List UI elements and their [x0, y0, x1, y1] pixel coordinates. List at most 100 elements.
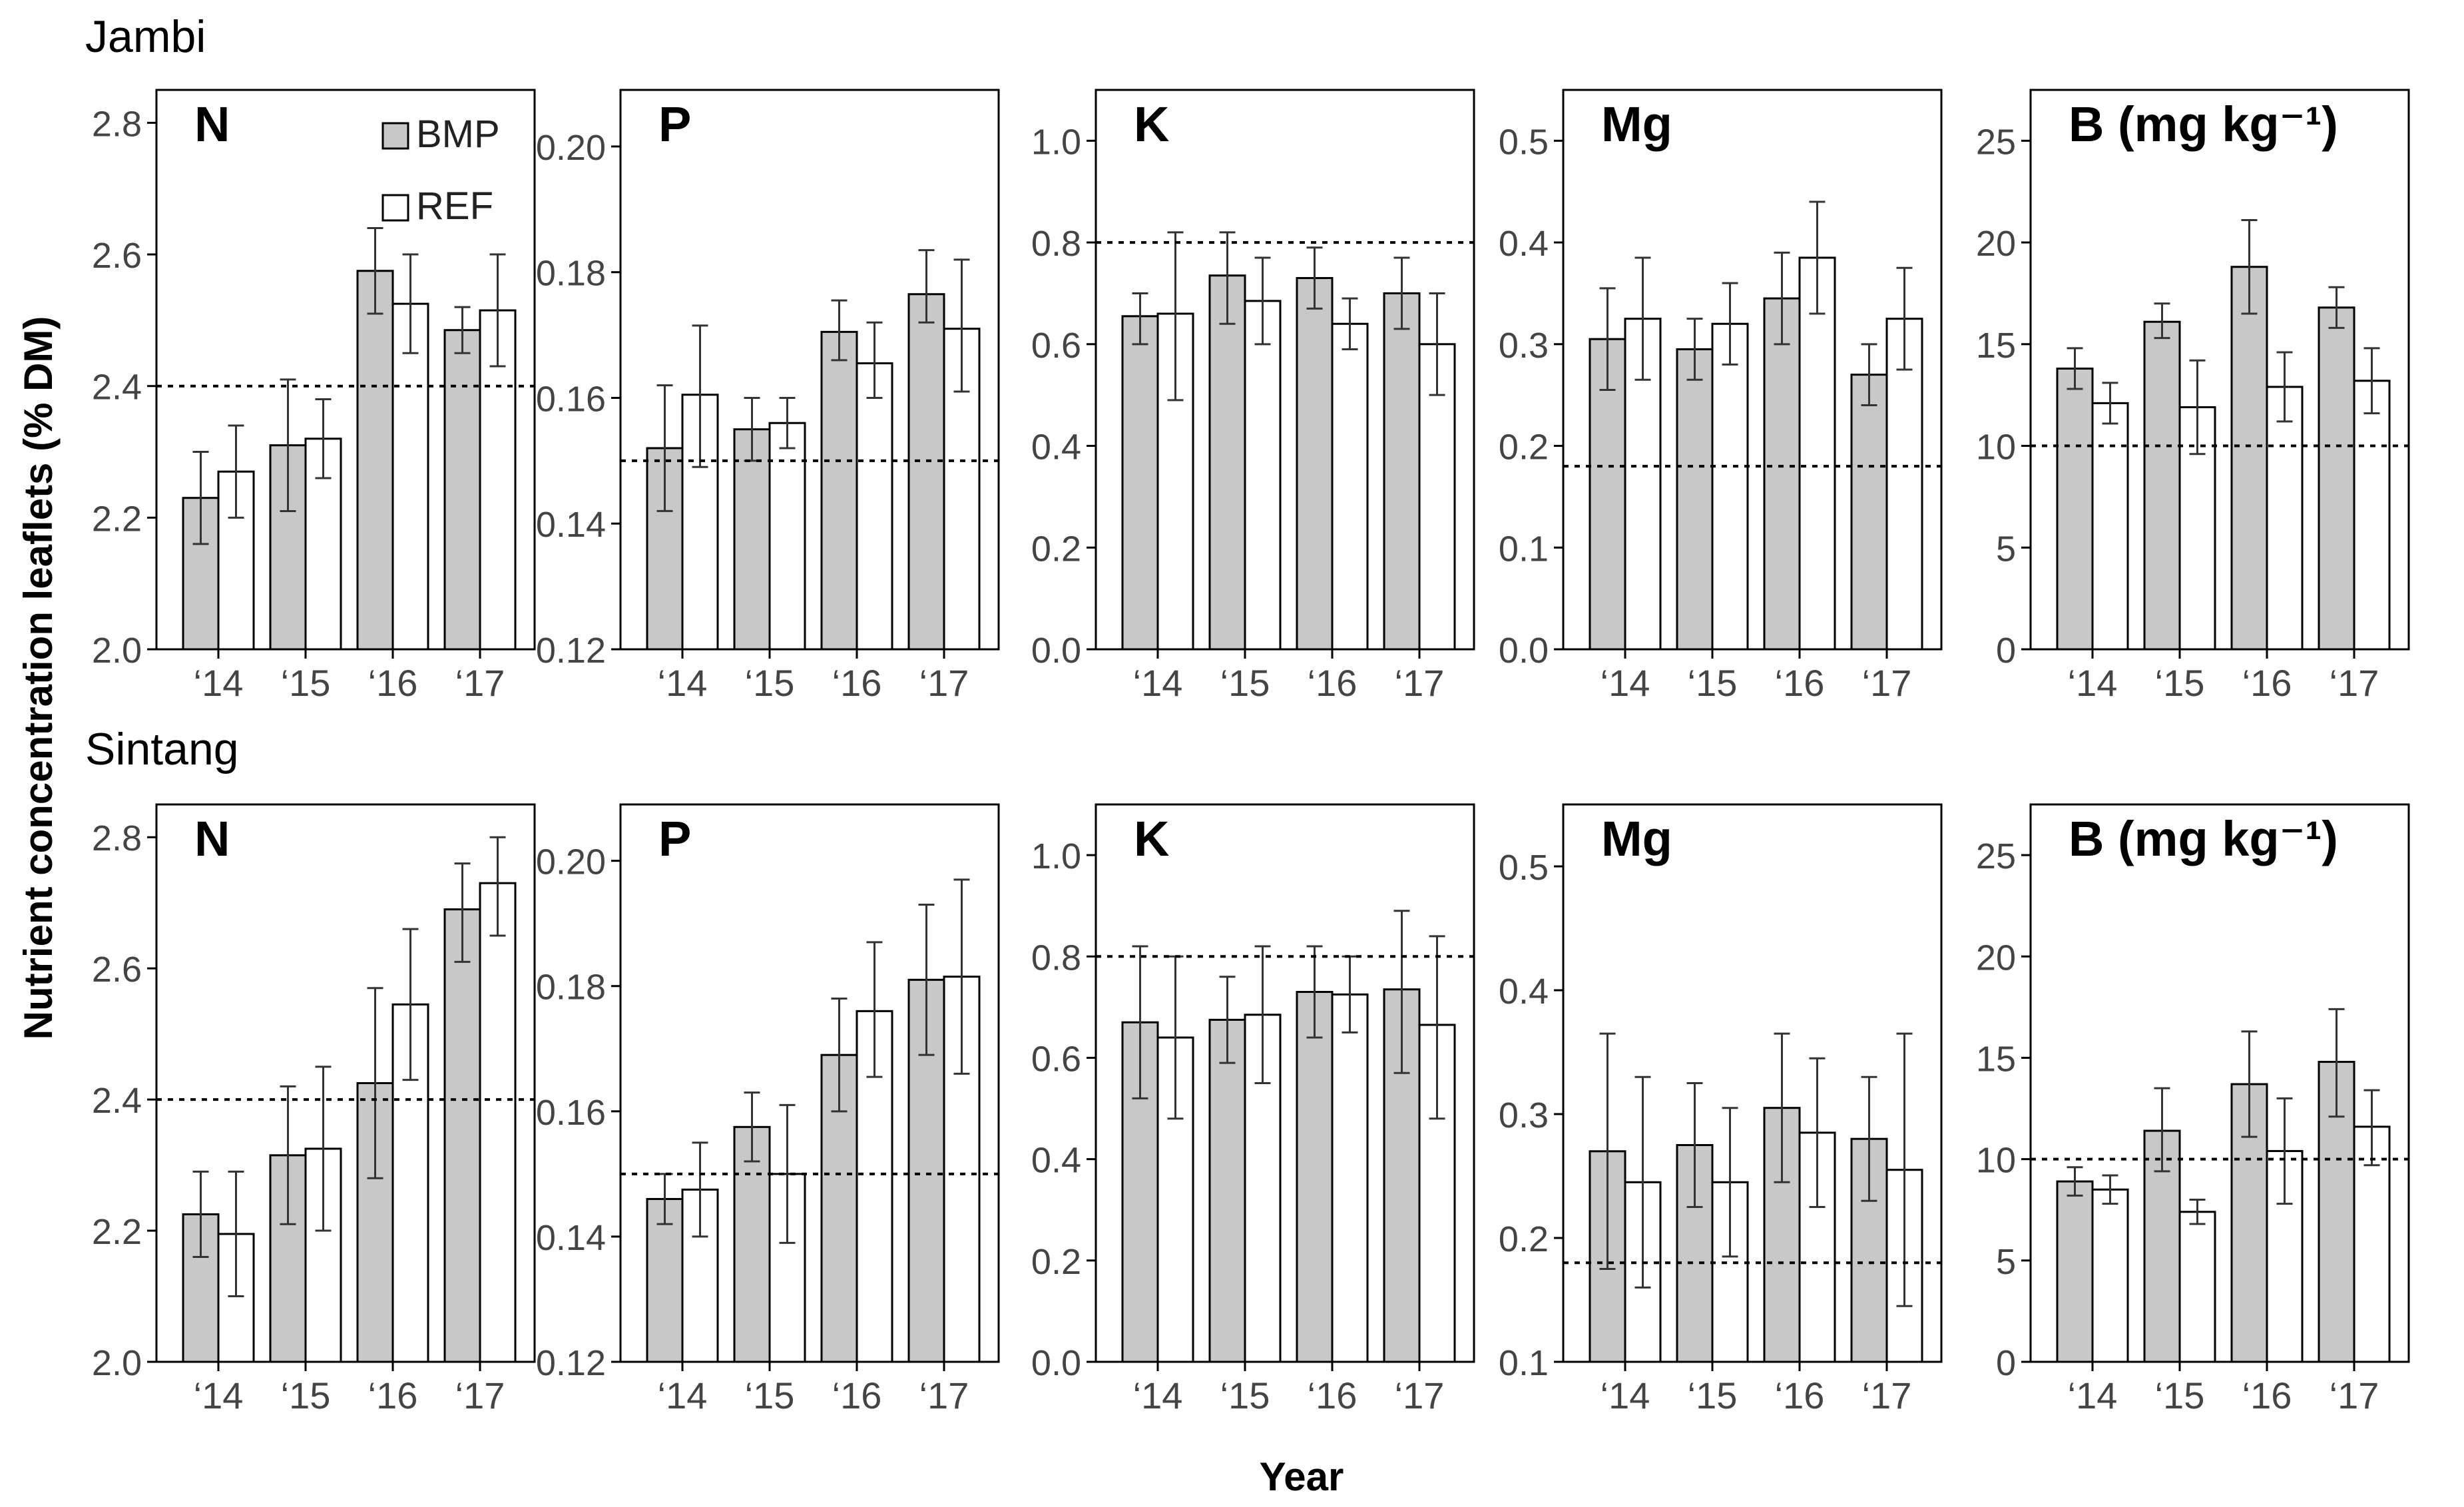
bar-ref	[1331, 322, 1369, 651]
x-tick-label: ‘14	[2068, 1374, 2118, 1416]
y-tick-label: 0.4	[1499, 224, 1549, 264]
y-tick-label: 10	[1976, 428, 2016, 467]
y-tick-label: 10	[1976, 1141, 2016, 1181]
y-tick-label: 20	[1976, 938, 2016, 978]
bar-ref	[2266, 386, 2304, 651]
y-tick-label: 0.5	[1499, 848, 1549, 888]
y-tick-label: 0.8	[1031, 938, 1081, 978]
x-tick-label: ‘17	[1395, 1374, 1445, 1416]
panel-frame	[155, 803, 536, 1363]
y-tick-label: 0.0	[1499, 631, 1549, 671]
bar-ref	[1244, 300, 1282, 651]
x-tick-label: ‘17	[1395, 662, 1445, 704]
y-tick-label: 2.0	[92, 631, 142, 671]
y-tick-label: 2.4	[92, 1081, 142, 1121]
bar-ref	[1798, 256, 1836, 651]
site-label: Sintang	[85, 724, 239, 774]
legend-label-bmp: BMP	[416, 113, 500, 156]
legend-swatch-ref	[381, 194, 409, 222]
y-tick-label: 2.6	[92, 236, 142, 276]
y-tick-label: 1.0	[1031, 122, 1081, 162]
y-tick-label: 0.3	[1499, 326, 1549, 366]
bar-bmp	[356, 270, 394, 651]
y-tick-label: 0.0	[1031, 1343, 1081, 1383]
panel-frame	[619, 803, 1000, 1363]
bar-ref	[1885, 318, 1923, 651]
x-tick-label: ‘16	[832, 1374, 882, 1416]
bar-bmp	[1763, 297, 1801, 651]
x-tick-label: ‘14	[658, 1374, 708, 1416]
y-axis-title: Nutrient concentration leaflets (% DM)	[16, 316, 61, 1040]
panel-title: B (mg kg⁻¹)	[2069, 97, 2338, 152]
bar-bmp	[2318, 306, 2355, 651]
y-tick-label: 0.4	[1499, 972, 1549, 1012]
x-tick-label: ‘14	[194, 1374, 244, 1416]
panel-frame	[1095, 803, 1475, 1363]
panel-frame	[2029, 89, 2410, 651]
y-tick-label: 2.6	[92, 950, 142, 990]
y-tick-label: 25	[1976, 836, 2016, 876]
bar-bmp	[1121, 315, 1159, 651]
x-tick-label: ‘17	[2330, 662, 2379, 704]
bar-ref	[2178, 1211, 2216, 1363]
x-tick-label: ‘15	[745, 1374, 795, 1416]
y-tick-label: 2.4	[92, 368, 142, 408]
y-tick-label: 5	[1996, 529, 2016, 569]
bar-bmp	[2056, 1180, 2094, 1363]
bar-bmp	[2143, 320, 2181, 651]
panel-frame	[619, 89, 1000, 651]
x-tick-label: ‘16	[2242, 662, 2292, 704]
panel-title: Mg	[1601, 97, 1672, 152]
panel-title: K	[1134, 97, 1169, 152]
y-tick-label: 0.6	[1031, 1039, 1081, 1079]
y-tick-label: 0.2	[1031, 529, 1081, 569]
x-tick-label: ‘17	[455, 1374, 505, 1416]
y-tick-label: 20	[1976, 224, 2016, 264]
bar-bmp	[907, 293, 945, 651]
panel-frame	[1562, 803, 1943, 1363]
panel-jambi-mg: 0.0 0.1 0.2 0.3 0.4 0.5 ‘14 ‘15 ‘16 ‘17 Mg	[1499, 89, 1943, 704]
bar-bmp	[1208, 274, 1246, 651]
bar-bmp	[2056, 367, 2094, 651]
bar-ref	[2353, 380, 2391, 651]
bar-ref	[2091, 402, 2129, 651]
y-tick-label: 0.2	[1499, 1219, 1549, 1259]
site-jambi: Jambi 2.0 2.2 2.4 2.6 2.8 ‘14 ‘15 ‘16 ‘17 N BMP REF 0…	[85, 11, 2410, 704]
y-tick-label: 0.16	[536, 379, 606, 419]
y-tick-label: 0.14	[536, 1218, 606, 1258]
x-axis-title: Year	[1260, 1454, 1344, 1499]
panel-jambi-b: 0 5 10 15 20 25 ‘14 ‘15 ‘16 ‘17 B (mg kg⁻¹)	[1976, 89, 2410, 704]
x-tick-label: ‘17	[919, 1374, 969, 1416]
y-tick-label: 0.12	[536, 1343, 606, 1383]
panel-title: N	[194, 97, 230, 152]
legend-swatch-bmp	[381, 122, 409, 150]
panel-title: B (mg kg⁻¹)	[2069, 811, 2338, 866]
x-tick-label: ‘16	[2242, 1374, 2292, 1416]
x-tick-label: ‘14	[194, 662, 244, 704]
y-tick-label: 0.2	[1499, 428, 1549, 467]
y-tick-label: 0	[1996, 1343, 2016, 1383]
bar-ref	[1711, 322, 1749, 651]
bar-bmp	[2230, 266, 2268, 651]
bar-bmp	[1296, 991, 1334, 1363]
y-tick-label: 0.3	[1499, 1095, 1549, 1135]
x-tick-label: ‘14	[2068, 662, 2118, 704]
panel-frame	[1095, 89, 1475, 651]
y-tick-label: 2.2	[92, 1212, 142, 1252]
y-tick-label: 0.1	[1499, 1343, 1549, 1383]
panel-title: P	[658, 97, 691, 152]
y-tick-label: 5	[1996, 1242, 2016, 1282]
x-tick-label: ‘16	[368, 1374, 418, 1416]
panel-frame	[155, 89, 536, 651]
x-tick-label: ‘17	[919, 662, 969, 704]
y-tick-label: 0.18	[536, 968, 606, 1008]
panel-sintang-k: 0.0 0.2 0.4 0.6 0.8 1.0 ‘14 ‘15 ‘16 ‘17 K	[1031, 803, 1475, 1416]
bar-ref	[768, 422, 806, 651]
bar-bmp	[1208, 1018, 1246, 1363]
y-tick-label: 1.0	[1031, 836, 1081, 876]
bar-bmp	[1676, 348, 1714, 651]
y-tick-label: 15	[1976, 1039, 2016, 1079]
x-tick-label: ‘15	[745, 662, 795, 704]
panel-jambi-k: 0.0 0.2 0.4 0.6 0.8 1.0 ‘14 ‘15 ‘16 ‘17 K	[1031, 89, 1475, 704]
